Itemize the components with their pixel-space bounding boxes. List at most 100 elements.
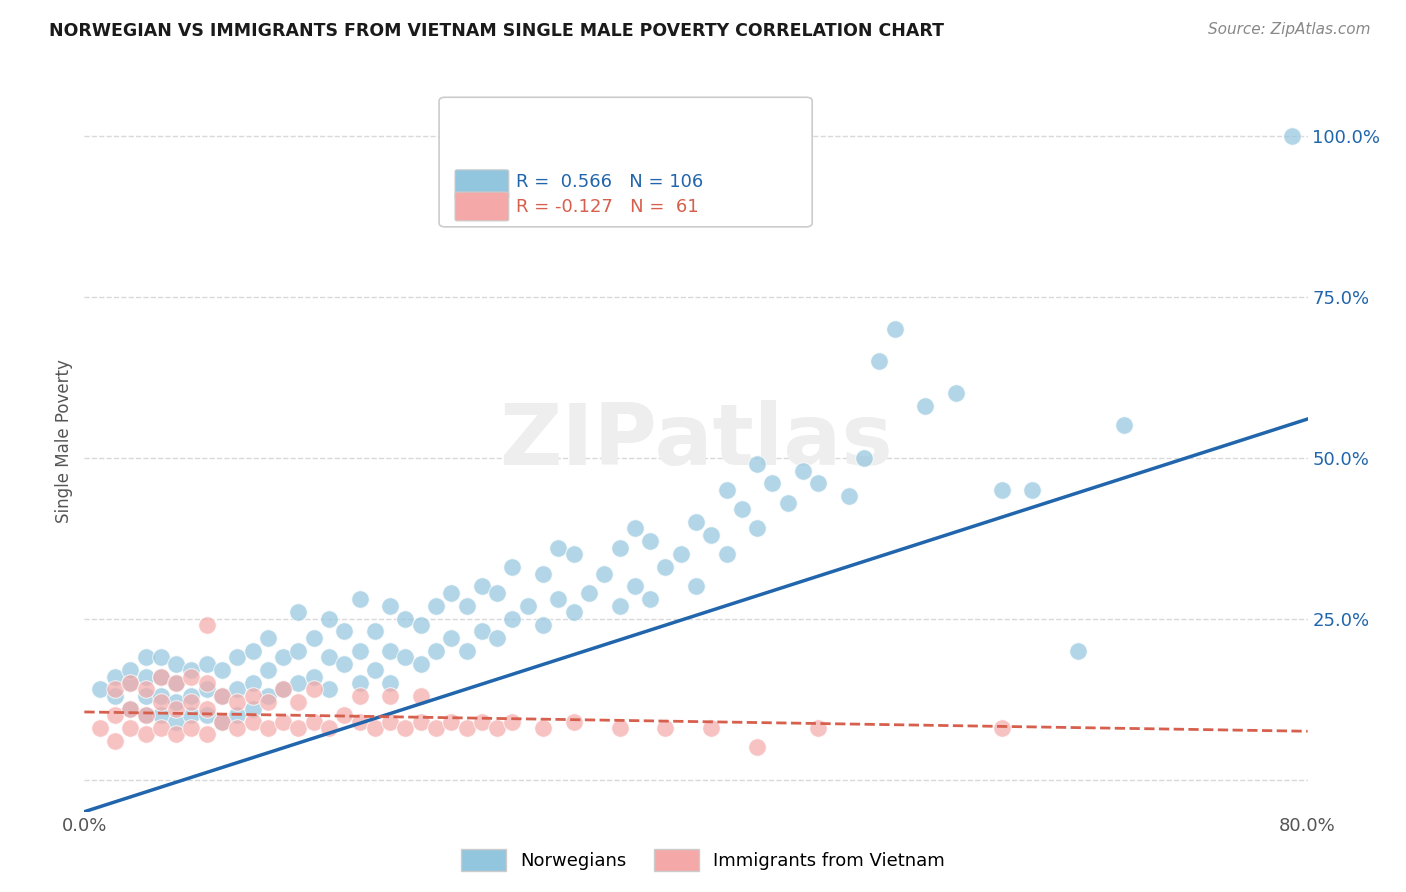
Point bbox=[409, 618, 432, 632]
Point bbox=[349, 592, 371, 607]
Legend: Norwegians, Immigrants from Vietnam: Norwegians, Immigrants from Vietnam bbox=[454, 842, 952, 879]
Point bbox=[547, 592, 569, 607]
Point bbox=[394, 721, 416, 735]
Point bbox=[700, 528, 723, 542]
Point bbox=[440, 586, 463, 600]
Point bbox=[318, 682, 340, 697]
Point bbox=[685, 579, 707, 593]
Point bbox=[394, 611, 416, 625]
Point bbox=[700, 721, 723, 735]
Point bbox=[242, 689, 264, 703]
Point bbox=[654, 721, 676, 735]
Point bbox=[149, 669, 172, 683]
Point bbox=[562, 547, 585, 561]
Point bbox=[287, 695, 309, 709]
Point bbox=[180, 689, 202, 703]
Point bbox=[165, 657, 187, 671]
Point bbox=[531, 618, 554, 632]
Point bbox=[242, 676, 264, 690]
Point bbox=[257, 631, 280, 645]
Point bbox=[1114, 418, 1136, 433]
Point bbox=[747, 521, 769, 535]
Point bbox=[271, 682, 294, 697]
Point bbox=[104, 682, 127, 697]
Point bbox=[425, 721, 447, 735]
Point bbox=[149, 650, 172, 665]
Point bbox=[195, 708, 218, 723]
Point bbox=[440, 714, 463, 729]
Point bbox=[747, 740, 769, 755]
Point bbox=[456, 599, 478, 613]
Point bbox=[149, 708, 172, 723]
Point bbox=[869, 354, 891, 368]
Point bbox=[380, 599, 402, 613]
Point bbox=[349, 689, 371, 703]
Point bbox=[1067, 644, 1090, 658]
Point bbox=[609, 599, 631, 613]
Point bbox=[440, 631, 463, 645]
Y-axis label: Single Male Poverty: Single Male Poverty bbox=[55, 359, 73, 524]
Text: R = -0.127   N =  61: R = -0.127 N = 61 bbox=[516, 198, 699, 216]
Point bbox=[165, 695, 187, 709]
Point bbox=[380, 676, 402, 690]
Point bbox=[364, 721, 387, 735]
Point bbox=[471, 714, 494, 729]
Point bbox=[302, 714, 325, 729]
Point bbox=[853, 450, 876, 465]
Point bbox=[135, 708, 157, 723]
Point bbox=[716, 483, 738, 497]
Point bbox=[502, 611, 524, 625]
Point bbox=[104, 708, 127, 723]
Point bbox=[180, 663, 202, 677]
Point bbox=[180, 708, 202, 723]
Point bbox=[271, 714, 294, 729]
Point bbox=[104, 734, 127, 748]
Point bbox=[135, 682, 157, 697]
FancyBboxPatch shape bbox=[456, 192, 509, 221]
Point bbox=[531, 566, 554, 581]
Point bbox=[1327, 128, 1350, 143]
Point bbox=[364, 663, 387, 677]
Point bbox=[180, 695, 202, 709]
Point bbox=[135, 708, 157, 723]
Point bbox=[471, 624, 494, 639]
Point bbox=[654, 560, 676, 574]
Point bbox=[165, 676, 187, 690]
Point bbox=[486, 586, 509, 600]
Point bbox=[456, 644, 478, 658]
Point bbox=[120, 663, 142, 677]
Point bbox=[1021, 483, 1043, 497]
Point bbox=[991, 721, 1014, 735]
Point bbox=[165, 702, 187, 716]
Point bbox=[180, 669, 202, 683]
Point bbox=[302, 669, 325, 683]
Point bbox=[211, 689, 233, 703]
Point bbox=[257, 689, 280, 703]
Point bbox=[716, 547, 738, 561]
Point bbox=[609, 721, 631, 735]
Point bbox=[486, 631, 509, 645]
Point bbox=[838, 489, 860, 503]
Point bbox=[195, 727, 218, 741]
Point bbox=[991, 483, 1014, 497]
Point bbox=[471, 579, 494, 593]
Point bbox=[318, 721, 340, 735]
Point bbox=[165, 727, 187, 741]
Point bbox=[883, 322, 905, 336]
Point bbox=[302, 631, 325, 645]
Point bbox=[425, 644, 447, 658]
Text: NORWEGIAN VS IMMIGRANTS FROM VIETNAM SINGLE MALE POVERTY CORRELATION CHART: NORWEGIAN VS IMMIGRANTS FROM VIETNAM SIN… bbox=[49, 22, 945, 40]
Point bbox=[349, 676, 371, 690]
Point bbox=[792, 463, 814, 477]
Point bbox=[120, 676, 142, 690]
Point bbox=[638, 534, 661, 549]
Point bbox=[135, 689, 157, 703]
Point bbox=[502, 714, 524, 729]
Point bbox=[562, 605, 585, 619]
Point bbox=[195, 682, 218, 697]
Text: Source: ZipAtlas.com: Source: ZipAtlas.com bbox=[1208, 22, 1371, 37]
Point bbox=[120, 676, 142, 690]
Point bbox=[578, 586, 600, 600]
Point bbox=[1281, 128, 1303, 143]
Point bbox=[149, 695, 172, 709]
